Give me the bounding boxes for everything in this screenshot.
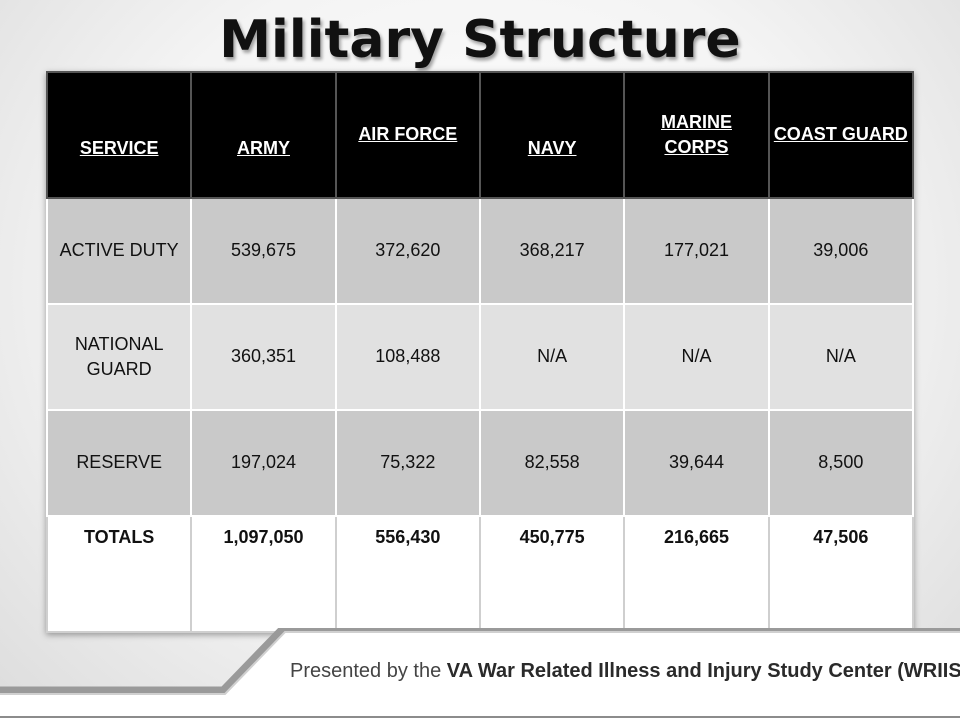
row-label: ACTIVE DUTY bbox=[45, 197, 193, 305]
table-cell: 39,006 bbox=[767, 197, 915, 305]
table-cell: 368,217 bbox=[478, 197, 626, 305]
table-cell: 216,665 bbox=[623, 515, 770, 633]
table-cell: 450,775 bbox=[478, 515, 626, 633]
page-title: Military Structure bbox=[219, 10, 741, 70]
table-cell: 47,506 bbox=[767, 515, 915, 633]
header-navy: NAVY bbox=[478, 71, 626, 199]
row-label: RESERVE bbox=[45, 409, 193, 517]
table-cell: N/A bbox=[478, 303, 626, 411]
table-header-row: SERVICE ARMY AIR FORCE NAVY MARINE CORPS… bbox=[45, 71, 915, 199]
table-cell: 177,021 bbox=[623, 197, 770, 305]
row-label: NATIONAL GUARD bbox=[45, 303, 193, 411]
table-cell: 372,620 bbox=[334, 197, 481, 305]
table-cell: N/A bbox=[767, 303, 915, 411]
footer-credit: Presented by the VA War Related Illness … bbox=[290, 660, 960, 683]
table-row-totals: TOTALS 1,097,050 556,430 450,775 216,665… bbox=[45, 515, 915, 633]
footer-org: VA War Related Illness and Injury Study … bbox=[446, 660, 960, 682]
table-row-active-duty: ACTIVE DUTY 539,675 372,620 368,217 177,… bbox=[45, 197, 915, 305]
table-row-national-guard: NATIONAL GUARD 360,351 108,488 N/A N/A N… bbox=[45, 303, 915, 411]
table-cell: 108,488 bbox=[334, 303, 481, 411]
table-cell: 197,024 bbox=[190, 409, 337, 517]
table-row-reserve: RESERVE 197,024 75,322 82,558 39,644 8,5… bbox=[45, 409, 915, 517]
table-cell: 8,500 bbox=[767, 409, 915, 517]
header-coast-guard: COAST GUARD bbox=[767, 71, 915, 199]
table-cell: 539,675 bbox=[190, 197, 337, 305]
table-cell: 82,558 bbox=[478, 409, 626, 517]
header-label: MARINE CORPS bbox=[660, 111, 732, 157]
header-label: NAVY bbox=[527, 138, 577, 159]
header-label: SERVICE bbox=[79, 138, 159, 159]
footer-prefix: Presented by the bbox=[290, 660, 442, 682]
table-cell: N/A bbox=[623, 303, 770, 411]
table-cell: 1,097,050 bbox=[190, 515, 337, 633]
row-label: TOTALS bbox=[45, 515, 193, 633]
table-cell: 360,351 bbox=[190, 303, 337, 411]
header-label: AIR FORCE bbox=[358, 124, 458, 145]
footer-decoration bbox=[0, 628, 960, 720]
header-marine-corps: MARINE CORPS bbox=[623, 71, 770, 199]
table-cell: 39,644 bbox=[623, 409, 770, 517]
header-label: ARMY bbox=[236, 138, 290, 159]
header-label: COAST GUARD bbox=[773, 124, 908, 145]
header-service: SERVICE bbox=[45, 71, 193, 199]
table-cell: 556,430 bbox=[334, 515, 481, 633]
header-air-force: AIR FORCE bbox=[334, 71, 481, 199]
military-structure-table: SERVICE ARMY AIR FORCE NAVY MARINE CORPS… bbox=[45, 71, 915, 633]
header-army: ARMY bbox=[190, 71, 337, 199]
table-cell: 75,322 bbox=[334, 409, 481, 517]
